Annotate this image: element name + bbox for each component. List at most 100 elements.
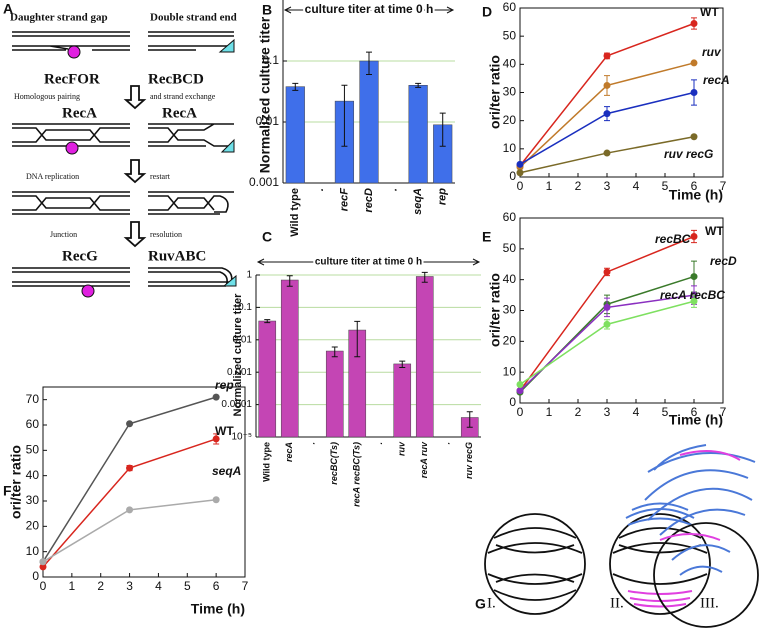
point [603,149,611,157]
y-tick-label: 0.001 [249,175,279,189]
x-tick-label: recA [284,442,294,462]
protein-label: RecA [62,105,97,121]
arrow [123,159,147,184]
y-axis-label: ori/ter ratio [8,445,24,519]
protein-label: RecBCD [148,71,204,87]
bar [285,86,305,184]
point [516,169,524,177]
x-tick-label: . [442,442,452,445]
point [690,297,698,305]
y-tick-label: 0.1 [238,302,252,313]
annotation: culture titer at time 0 h [315,257,422,268]
y-tick-label: 0.01 [256,114,280,128]
y-tick-label: 30 [503,85,517,99]
series-label: recA [703,73,730,87]
protein-label: RuvABC [148,248,206,264]
x-tick-label: recD [363,188,375,213]
point [603,268,611,276]
point [603,110,611,118]
panel-label: B [262,2,272,18]
note: Homologous pairing [14,92,80,101]
dna-row-2 [12,123,234,147]
x-tick-label: 6 [691,405,698,419]
error-bar [466,411,473,428]
point [39,563,47,571]
series-label: ruv recG [664,147,713,161]
y-tick-label: 30 [503,303,517,317]
error-bar [354,320,361,358]
y-tick-label: 0.01 [233,334,253,345]
x-tick-label: rep [437,188,449,205]
cell-3 [644,444,759,628]
x-tick-label: . [374,442,384,445]
y-tick-label: 20 [503,113,517,127]
x-tick-label: 1 [546,179,553,193]
stage-label: I. [487,595,496,611]
x-tick-label: 2 [575,405,582,419]
y-tick-label: 0.001 [227,367,252,378]
point [690,233,698,240]
x-tick-label: 7 [720,179,727,193]
point [516,387,524,395]
y-tick-label: 50 [503,28,517,42]
x-tick-label: 5 [662,405,669,419]
bar [408,85,428,184]
y-axis-label: ori/ter ratio [487,55,503,129]
series-label: seqA [212,464,241,478]
error-bar [331,346,338,358]
y-tick-label: 50 [503,241,517,255]
error-bar [415,82,422,88]
point [39,558,47,566]
x-tick-label: recA recBC(Ts) [352,442,362,507]
dna-row-1 [12,31,234,51]
series-label: recA recBC [660,288,725,302]
y-tick-label: 10 [503,364,517,378]
cell-1 [484,513,586,615]
x-tick-label: . [307,442,317,445]
x-tick-label: ruv [397,441,407,456]
point [126,506,134,514]
y-tick-label: 0.1 [262,53,279,67]
y-tick-label: 10 [26,544,40,558]
x-tick-label: recF [338,188,350,212]
y-tick-label: 60 [26,417,40,431]
y-tick-label: 10⁻⁵ [231,432,252,443]
panel-label: D [482,4,492,20]
bar [359,60,379,184]
y-axis-label: ori/ter ratio [487,273,503,347]
error-bar [341,84,348,147]
error-bar [399,360,406,368]
x-tick-label: 7 [720,405,727,419]
point [603,320,611,328]
stage-label: II. [610,595,624,611]
point [212,393,220,401]
error-bar [421,271,428,283]
x-tick-label: seqA [412,188,424,215]
error-bar [439,112,446,147]
x-tick-label: ruv recG [464,442,474,479]
x-tick-label: 1 [69,579,76,593]
y-tick-label: 70 [26,392,40,406]
x-tick-label: 7 [242,579,249,593]
diagram-g: I. II. III. [484,444,759,628]
protein [67,45,81,59]
arrow [123,85,147,110]
point [690,273,698,281]
x-tick-label: 0 [40,579,47,593]
annotation: culture titer at time 0 h [305,2,434,16]
y-axis-label: Normalized culture titer [232,293,244,417]
series-label: recBC [655,232,691,246]
note: DNA replication [26,172,79,181]
protein [65,141,79,155]
y-tick-label: 60 [503,0,517,14]
x-tick-label: 2 [97,579,104,593]
point [690,89,698,96]
panel-label: C [262,229,272,245]
y-tick-label: 0 [32,569,39,583]
panel-label: A [3,1,13,17]
x-tick-label: 3 [604,179,611,193]
x-tick-label: 6 [213,579,220,593]
series-label: WT [700,5,719,19]
error-bar [292,82,299,91]
x-tick-label: 2 [575,179,582,193]
